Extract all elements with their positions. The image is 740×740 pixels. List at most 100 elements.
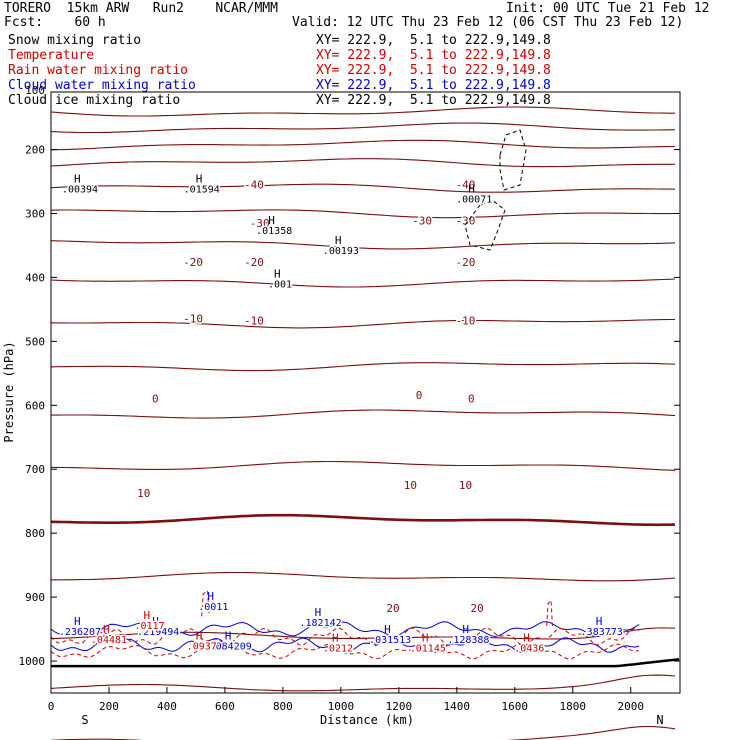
max-value-label: .084209 bbox=[210, 642, 252, 653]
max-value-label: .383773 bbox=[581, 627, 623, 638]
y-axis-title: Pressure (hPa) bbox=[2, 341, 16, 442]
isotherm--15 bbox=[50, 362, 676, 372]
legend-cloud-ice-xy: XY= 222.9, 5.1 to 222.9,149.8 bbox=[316, 93, 551, 108]
max-h-marker: H bbox=[268, 214, 275, 227]
max-value-label: .0117 bbox=[134, 621, 164, 632]
x-axis-title: Distance (km) bbox=[320, 713, 414, 727]
max-h-marker: H bbox=[207, 590, 214, 603]
cloud-water-contour bbox=[50, 637, 640, 654]
legend-cloud-water-xy: XY= 222.9, 5.1 to 222.9,149.8 bbox=[316, 78, 551, 93]
y-tick-label: 300 bbox=[25, 207, 45, 220]
y-tick-label: 500 bbox=[25, 335, 45, 348]
isotherm-label: -10 bbox=[244, 314, 264, 327]
y-tick-label: 1000 bbox=[19, 655, 46, 668]
max-value-label: .031513 bbox=[369, 635, 411, 646]
y-tick-label: 200 bbox=[25, 144, 45, 157]
cloud-water-contour bbox=[50, 621, 640, 638]
max-h-marker: H bbox=[462, 623, 469, 636]
isotherm-label: -20 bbox=[456, 256, 476, 269]
x-tick-label: 1400 bbox=[444, 700, 471, 713]
isotherm-10 bbox=[50, 627, 676, 640]
x-tick-label: 1200 bbox=[386, 700, 413, 713]
max-h-marker: H bbox=[384, 623, 391, 636]
max-h-marker: H bbox=[523, 631, 530, 644]
max-h-marker: H bbox=[422, 631, 429, 644]
max-h-marker: H bbox=[152, 615, 159, 628]
isotherm-label: -20 bbox=[244, 256, 264, 269]
max-value-label: .001 bbox=[268, 280, 292, 291]
max-h-marker: H bbox=[196, 172, 203, 185]
isotherm-label: 0 bbox=[468, 392, 475, 405]
max-value-label: .219494 bbox=[137, 627, 179, 638]
max-value-label: .01358 bbox=[256, 226, 292, 237]
isotherm-label: 10 bbox=[137, 487, 150, 500]
x-tick-label: 1800 bbox=[560, 700, 587, 713]
isotherm-0 bbox=[50, 513, 676, 527]
max-h-marker: H bbox=[335, 234, 342, 247]
x-tick-label: 1000 bbox=[328, 700, 355, 713]
start-label-S: S bbox=[81, 713, 88, 727]
isotherm-label: 10 bbox=[404, 479, 417, 492]
max-value-label: .01594 bbox=[184, 184, 220, 195]
legend-temperature-xy: XY= 222.9, 5.1 to 222.9,149.8 bbox=[316, 48, 551, 63]
isotherm--60 bbox=[50, 106, 675, 117]
max-value-label: .128388 bbox=[447, 635, 489, 646]
max-h-marker: H bbox=[196, 630, 203, 643]
max-h-marker: H bbox=[144, 609, 151, 622]
max-value-label: .00193 bbox=[323, 246, 359, 257]
y-tick-label: 700 bbox=[25, 463, 45, 476]
isotherm-15 bbox=[50, 674, 676, 692]
max-value-label: .0212 bbox=[323, 643, 353, 654]
max-value-label: .04481 bbox=[91, 635, 127, 646]
init-time: Init: 00 UTC Tue 21 Feb 12 bbox=[506, 1, 710, 16]
x-tick-label: 400 bbox=[157, 700, 177, 713]
y-tick-label: 800 bbox=[25, 527, 45, 540]
legend-rain-xy: XY= 222.9, 5.1 to 222.9,149.8 bbox=[316, 63, 551, 78]
max-h-marker: H bbox=[468, 183, 475, 196]
terrain-line bbox=[51, 658, 680, 668]
isotherm-label: -40 bbox=[244, 179, 264, 192]
max-value-label: .01145 bbox=[410, 643, 446, 654]
legend-cloud-water: Cloud water mixing ratio bbox=[8, 78, 196, 93]
isotherm--50 bbox=[50, 139, 675, 151]
end-label-N: N bbox=[656, 713, 663, 727]
isotherm--40 bbox=[50, 183, 676, 193]
isotherm--30 bbox=[50, 240, 676, 250]
max-h-marker: H bbox=[315, 606, 322, 619]
y-tick-label: 900 bbox=[25, 591, 45, 604]
max-value-label: .236207 bbox=[59, 627, 101, 638]
valid-time: Valid: 12 UTC Thu 23 Feb 12 (06 CST Thu … bbox=[292, 15, 684, 30]
isotherm--10 bbox=[51, 409, 676, 419]
title-left: TORERO 15km ARW Run2 NCAR/MMM bbox=[4, 1, 278, 16]
legend-temperature: Temperature bbox=[8, 48, 95, 63]
cloud-ice-contour bbox=[499, 129, 527, 191]
max-h-marker: H bbox=[74, 615, 81, 628]
legend-cloud-ice: Cloud ice mixing ratio bbox=[8, 93, 181, 108]
isotherm-label: 0 bbox=[152, 392, 159, 405]
isotherm-label: 20 bbox=[470, 602, 483, 615]
isotherm-label: 10 bbox=[459, 479, 472, 492]
max-value-label: .00071 bbox=[456, 195, 492, 206]
max-value-label: .0011 bbox=[198, 602, 228, 613]
isotherm--5 bbox=[51, 460, 676, 471]
isotherm-label: -30 bbox=[412, 215, 432, 228]
y-tick-label: 600 bbox=[25, 399, 45, 412]
isotherm--20 bbox=[50, 318, 675, 329]
rain-contour bbox=[546, 599, 553, 626]
isotherm-label: -10 bbox=[456, 314, 476, 327]
isotherm--55 bbox=[50, 122, 676, 134]
legend-rain: Rain water mixing ratio bbox=[8, 63, 189, 78]
isotherm-label: 0 bbox=[416, 389, 423, 402]
isotherm-5 bbox=[51, 571, 676, 582]
max-value-label: .00394 bbox=[62, 184, 98, 195]
max-value-label: .182142 bbox=[299, 618, 341, 629]
isotherm-label: -20 bbox=[183, 256, 203, 269]
x-tick-label: 600 bbox=[215, 700, 235, 713]
cloud-ice-contour bbox=[464, 199, 506, 251]
x-tick-label: 200 bbox=[99, 700, 119, 713]
max-h-marker: H bbox=[274, 268, 281, 281]
header: TORERO 15km ARW Run2 NCAR/MMM Init: 00 U… bbox=[0, 0, 740, 110]
y-tick-label: 400 bbox=[25, 271, 45, 284]
max-value-label: .0937 bbox=[187, 642, 217, 653]
